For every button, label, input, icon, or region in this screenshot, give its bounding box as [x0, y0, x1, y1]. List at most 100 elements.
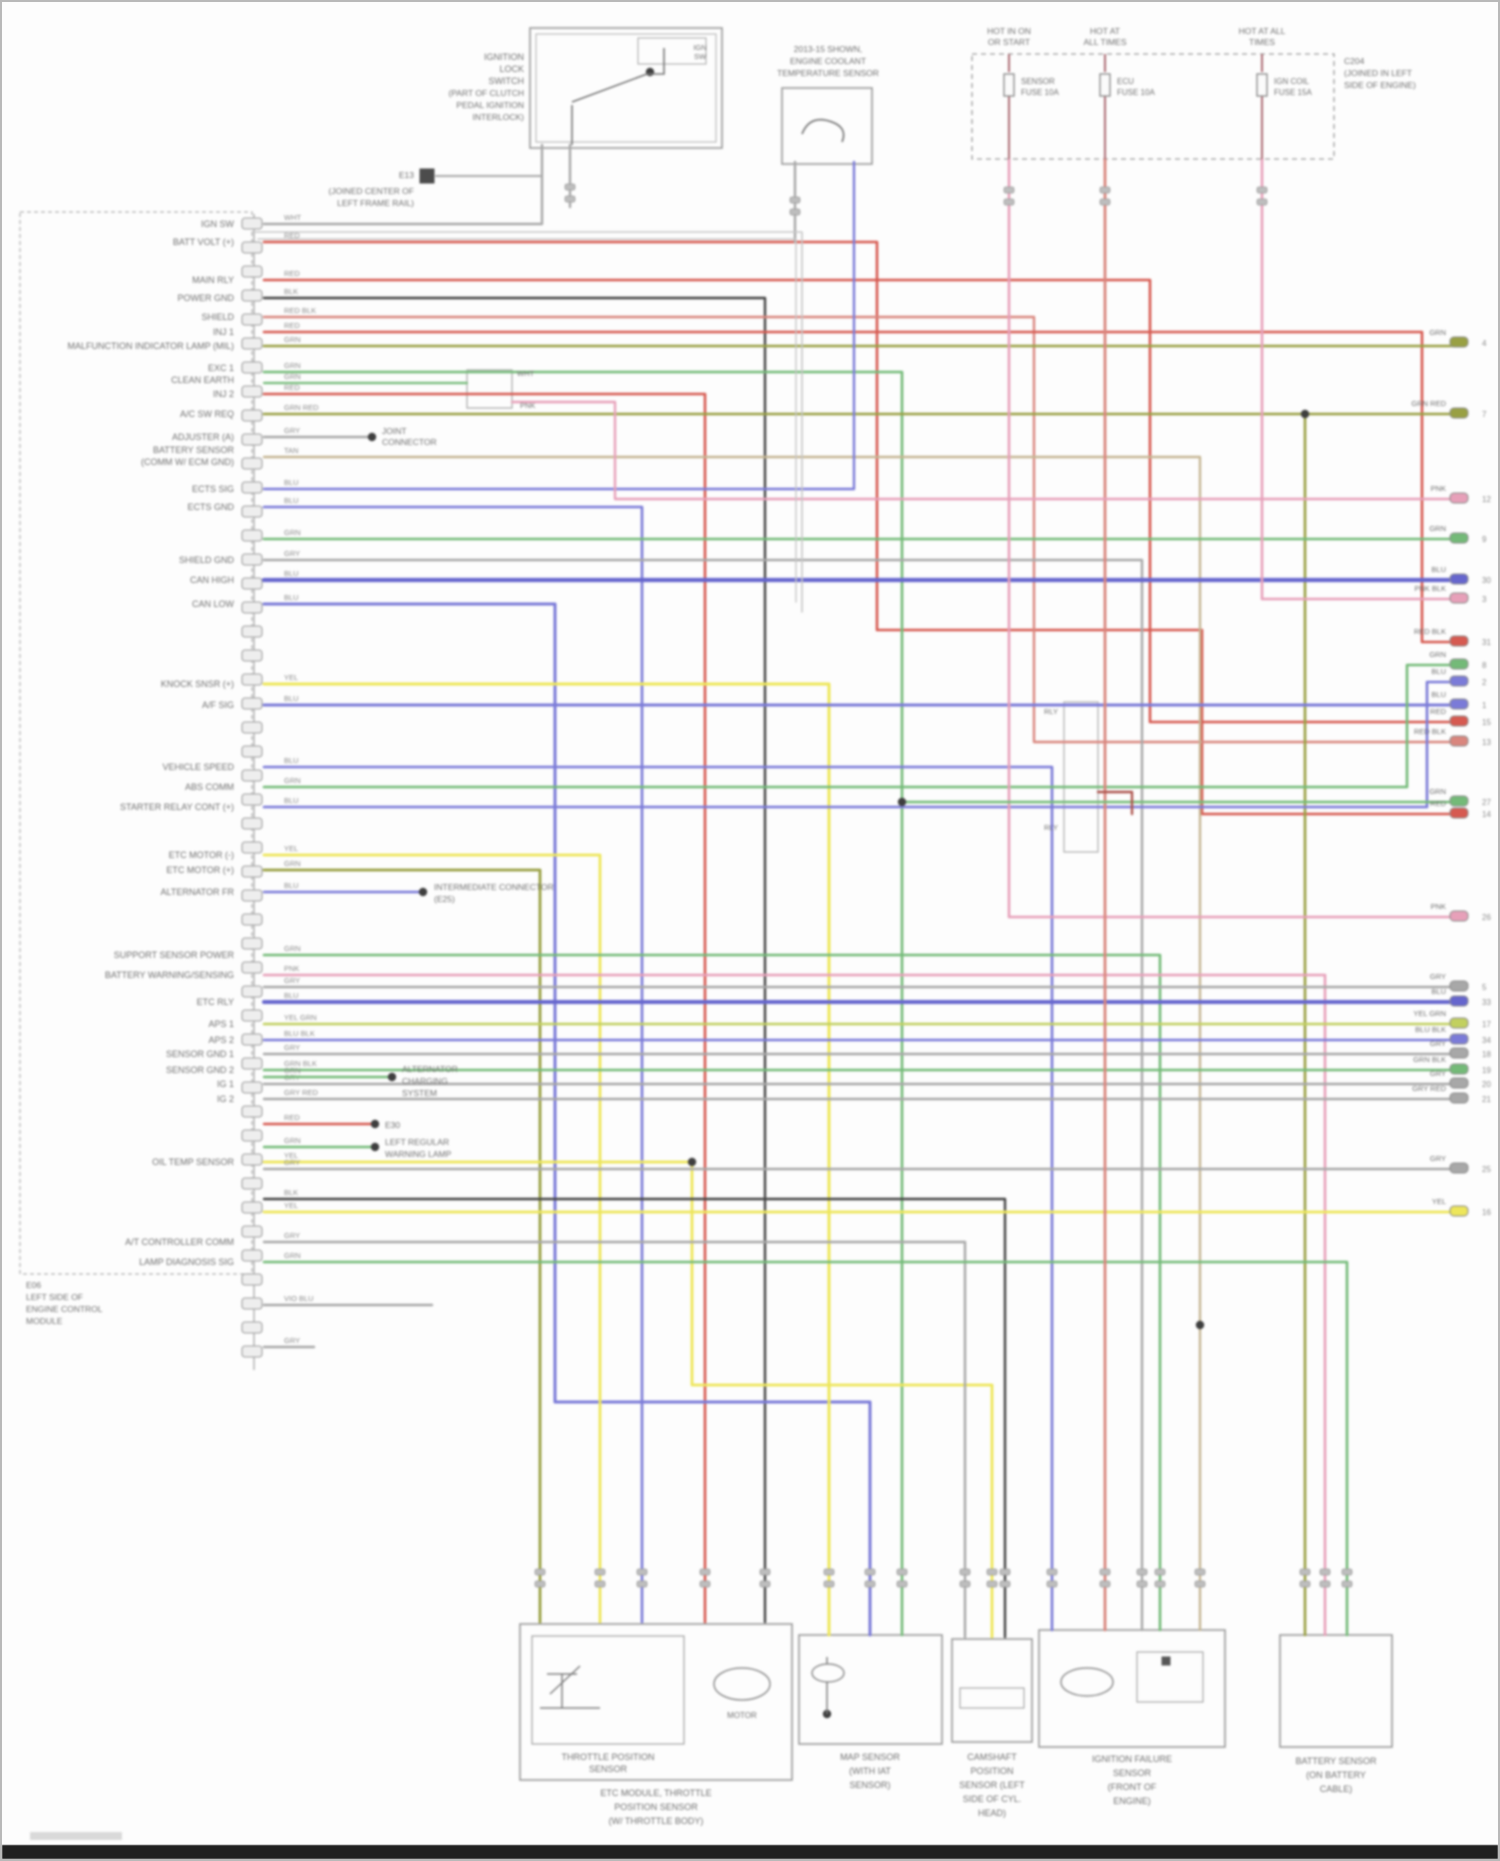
wire-color-code: PNK: [284, 964, 299, 973]
resistor-block: [466, 369, 513, 409]
diagram-text: ECU: [1117, 77, 1134, 86]
wire-color-code: BLK: [284, 1188, 298, 1197]
connector-break: [864, 1580, 876, 1588]
pin-label: STARTER RELAY CONT (+): [120, 802, 234, 812]
pin-label: ABS COMM: [185, 782, 234, 792]
ecm-pin: [241, 889, 263, 902]
pin-label: APS 1: [208, 1019, 234, 1029]
ifs-element: [1136, 1651, 1204, 1703]
ecm-pin: [241, 1225, 263, 1238]
stub-cap: [1449, 1205, 1469, 1217]
ecm-pin: [241, 553, 263, 566]
connector-break: [759, 1580, 771, 1588]
wire-blue: [262, 505, 644, 1624]
pin-label: A/C SW REQ: [180, 409, 234, 419]
diagram-text: ENGINE COOLANT: [790, 56, 866, 66]
diagram-text: SIDE OF ENGINE): [1344, 80, 1416, 90]
stub-label: BLU: [1431, 690, 1446, 699]
stub-number: 17: [1482, 1020, 1491, 1029]
diagram-text: CONNECTOR: [382, 437, 437, 447]
pin-label: BATT VOLT (+): [173, 237, 234, 247]
diagram-text: WHT: [517, 369, 534, 378]
stub-label: GRN: [1429, 524, 1446, 533]
etc-module-outer: [519, 1623, 793, 1781]
wire-red: [262, 330, 1466, 644]
stub-number: 26: [1482, 913, 1491, 922]
stub-label: RED: [1430, 799, 1446, 808]
connector-break: [699, 1580, 711, 1588]
pin-label: ETC MOTOR (-): [169, 850, 234, 860]
pin-label: ALTERNATOR FR: [160, 887, 234, 897]
wire-green: [262, 953, 1162, 1632]
connector-break: [1319, 1568, 1331, 1576]
wire-color-code: BLU: [284, 478, 299, 487]
stub-cap: [1449, 658, 1469, 670]
connector-break: [1256, 198, 1268, 206]
stub-number: 19: [1482, 1066, 1491, 1075]
diagram-text: POSITION SENSOR: [614, 1802, 698, 1812]
wire-color-code: BLU: [284, 796, 299, 805]
stub-number: 9: [1482, 535, 1487, 544]
wire-color-code: GRN: [284, 776, 301, 785]
diagram-text: MOTOR: [727, 1711, 757, 1720]
diagram-text: SENSOR (LEFT: [959, 1780, 1025, 1790]
wire-color-code: GRN: [284, 1066, 301, 1075]
stub-number: 18: [1482, 1050, 1491, 1059]
stub-cap: [1449, 980, 1469, 992]
diagram-text: LEFT FRAME RAIL): [337, 198, 414, 208]
coolant-temp-sensor-box: [781, 87, 873, 165]
stub-label: GRY: [1430, 1039, 1446, 1048]
diagram-text: LEFT REGULAR: [385, 1137, 449, 1147]
wire-color-code: BLU: [284, 569, 299, 578]
wire-color-code: BLU: [284, 756, 299, 765]
battery-sensor-box: [1279, 1634, 1393, 1748]
ecm-pin: [241, 241, 263, 254]
pin-label: ECTS GND: [187, 502, 234, 512]
ecm-pin: [241, 1297, 263, 1310]
camshaft-sensor-element: [959, 1687, 1025, 1709]
connector-break: [1099, 186, 1111, 194]
ecm-pin: [241, 481, 263, 494]
diagram-text: ALL TIMES: [1084, 37, 1127, 47]
junction-dot: [1195, 1320, 1205, 1330]
diagram-text: IGN COIL: [1274, 77, 1310, 86]
stub-label: PNK BLK: [1414, 584, 1446, 593]
diagram-text: SWITCH: [489, 76, 525, 86]
wire-color-code: GRY: [284, 1336, 300, 1345]
connector-break: [1136, 1580, 1148, 1588]
wire-color-code: GRN: [284, 528, 301, 537]
stub-cap: [1449, 807, 1469, 819]
wire-blue: [262, 602, 872, 1637]
stub-label: RED BLK: [1414, 727, 1446, 736]
junction-dot: [387, 1072, 397, 1082]
ecm-dashed-box: [19, 211, 253, 1275]
stub-label: BLU: [1431, 565, 1446, 574]
pin-label: ETC RLY: [197, 997, 234, 1007]
ecm-pin: [241, 673, 263, 686]
connector-break: [823, 1580, 835, 1588]
connector-break: [1046, 1580, 1058, 1588]
wire-color-code: YEL: [284, 1201, 298, 1210]
ecm-pin: [241, 865, 263, 878]
wire-black: [262, 1197, 1007, 1639]
pin-label: ETC MOTOR (+): [166, 865, 234, 875]
wire-blue: [262, 765, 1054, 1632]
diagram-text: FUSE 10A: [1021, 88, 1059, 97]
wire-color-code: GRY: [284, 976, 300, 985]
stub-label: BLU: [1431, 667, 1446, 676]
junction-dot: [897, 797, 907, 807]
diagram-text: HEAD): [978, 1808, 1006, 1818]
diagram-text: PEDAL IGNITION: [456, 100, 524, 110]
wire-color-code: GRN: [284, 335, 301, 344]
connector-break: [1154, 1580, 1166, 1588]
wire-color-code: BLU: [284, 991, 299, 1000]
wire-gray: [262, 1240, 967, 1639]
stub-label: YEL GRN: [1413, 1009, 1446, 1018]
relay-block: [1063, 701, 1099, 853]
connector-break: [864, 1568, 876, 1576]
wire-pink: [262, 973, 1327, 1637]
connector-break: [1299, 1580, 1311, 1588]
connector-break: [789, 196, 801, 204]
stub-cap: [1449, 407, 1469, 419]
